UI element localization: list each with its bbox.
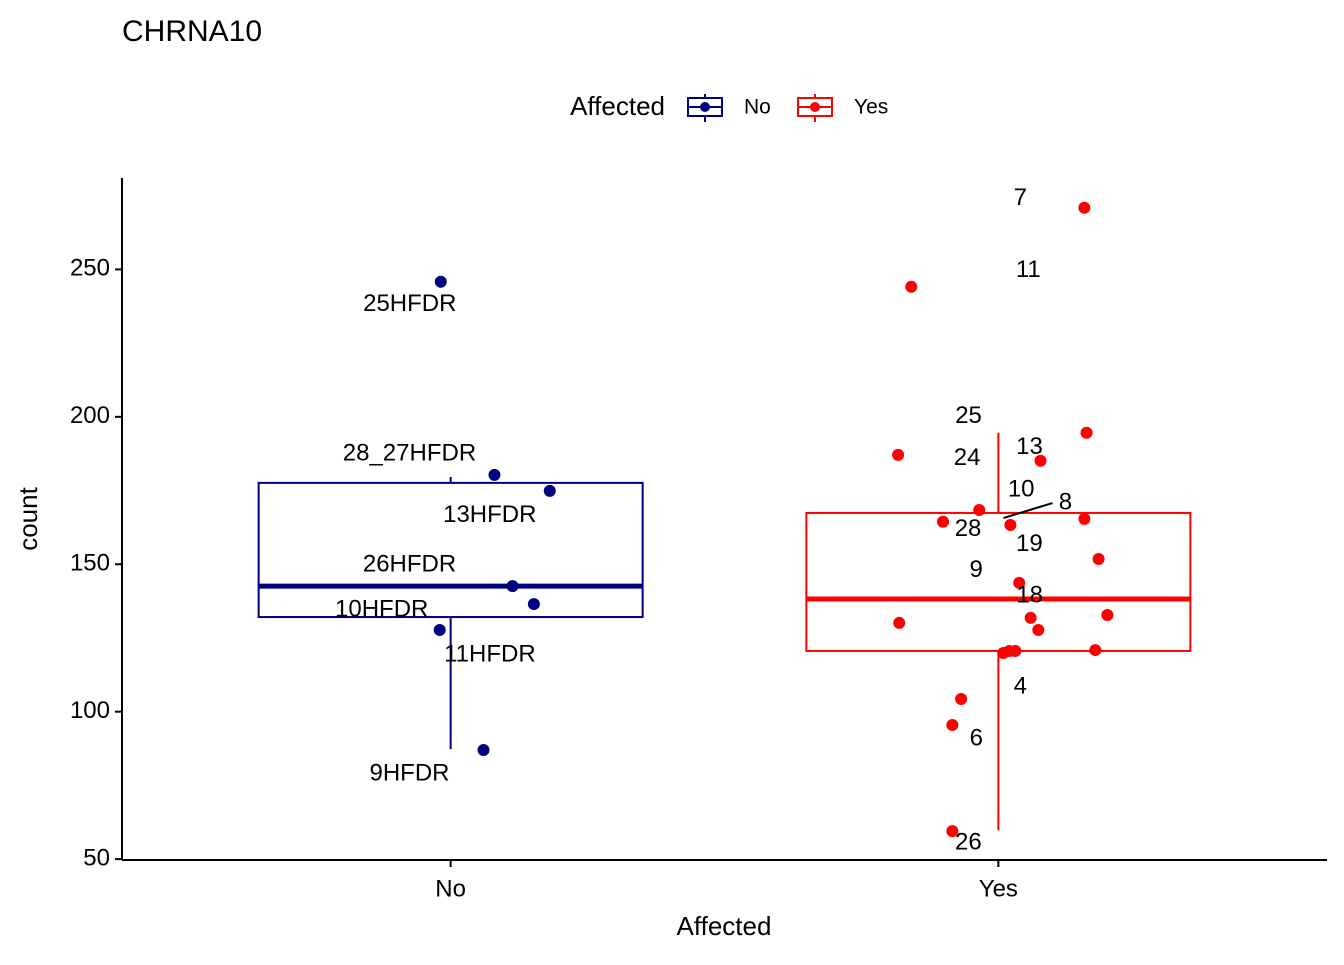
point [946,825,959,838]
point-label: 4 [1014,672,1027,699]
point [488,468,501,481]
y-axis-label: count [13,486,43,550]
point-label: 26HFDR [363,550,456,577]
y-tick-label: 100 [70,697,110,724]
point [955,693,968,706]
point [1004,519,1017,532]
y-tick-label: 50 [83,844,110,871]
point [946,718,959,731]
box [257,481,644,619]
y-tick-label: 150 [70,550,110,577]
point [1034,454,1047,467]
point [1092,552,1105,565]
legend-label: No [744,96,771,119]
point [905,280,918,293]
point-label: 28 [955,515,982,542]
x-tick-label: No [435,875,466,902]
point [1089,644,1102,657]
point [1013,576,1026,589]
point-label: 13 [1016,433,1043,460]
legend-title: Affected [570,91,665,121]
point [434,275,447,288]
x-axis-label: Affected [677,911,772,941]
point-label: 19 [1016,530,1043,557]
point-label: 28_27HFDR [343,439,476,466]
x-tick-label: Yes [979,875,1018,902]
legend-key [700,102,710,112]
point-label: 18 [1016,581,1043,608]
point-label: 11HFDR [444,640,536,667]
point [892,448,905,461]
point-label: 26 [955,828,982,855]
box [805,511,1192,652]
y-tick-label: 250 [70,255,110,282]
point-label: 8 [1059,488,1072,515]
point-label: 25HFDR [363,290,456,317]
point-label: 10 [1008,475,1035,502]
point-label: 25 [955,402,982,429]
point-label: 11 [1016,256,1041,283]
legend-label: Yes [854,96,888,119]
point [1078,512,1091,525]
point [433,624,446,637]
point [527,598,540,611]
point [506,580,519,593]
point [543,484,556,497]
point [1101,608,1114,621]
point [1032,624,1045,637]
point [937,515,950,528]
label-segment [1003,502,1053,520]
y-tick-label: 200 [70,402,110,429]
point-label: 7 [1014,184,1027,211]
chart-title: CHRNA10 [122,15,262,48]
point [477,744,490,757]
legend-key [810,102,820,112]
point [1009,644,1022,657]
point-label: 6 [970,724,983,751]
point-label: 9 [969,556,982,583]
point-label: 9HFDR [369,759,449,786]
point [893,616,906,629]
point-label: 13HFDR [443,501,536,528]
point-label: 10HFDR [335,595,428,622]
point [973,504,986,517]
point [1078,201,1091,214]
point [1080,426,1093,439]
point-label: 24 [954,444,981,471]
point [1024,611,1037,624]
